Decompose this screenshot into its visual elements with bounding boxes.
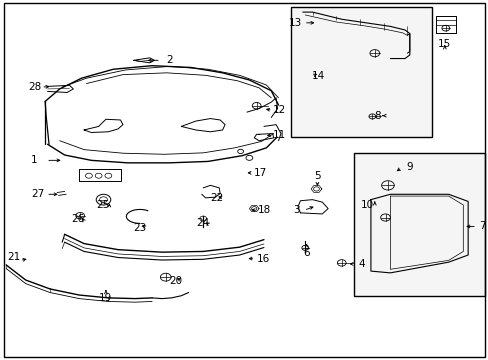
Text: 22: 22 — [210, 193, 223, 203]
Text: 5: 5 — [313, 171, 320, 181]
Text: 7: 7 — [478, 221, 485, 231]
Text: 3: 3 — [293, 205, 299, 215]
Text: 4: 4 — [358, 259, 365, 269]
Text: 8: 8 — [373, 111, 380, 121]
Text: 18: 18 — [257, 205, 270, 215]
Text: 23: 23 — [133, 223, 146, 233]
Text: 16: 16 — [256, 253, 269, 264]
Text: 2: 2 — [165, 55, 172, 65]
Text: 12: 12 — [272, 105, 285, 115]
Bar — [290, 7, 431, 137]
Text: 26: 26 — [71, 214, 84, 224]
Text: 1: 1 — [31, 156, 38, 165]
Text: 19: 19 — [99, 293, 112, 303]
Text: 14: 14 — [311, 71, 325, 81]
Text: 10: 10 — [360, 200, 373, 210]
Text: 20: 20 — [168, 276, 182, 286]
Text: 13: 13 — [288, 18, 302, 28]
Text: 9: 9 — [406, 162, 412, 172]
Text: 24: 24 — [196, 218, 209, 228]
Text: 28: 28 — [28, 82, 41, 92]
Text: 17: 17 — [253, 168, 266, 178]
Polygon shape — [249, 206, 259, 212]
Text: 27: 27 — [31, 189, 44, 199]
Bar — [353, 153, 484, 296]
Text: 11: 11 — [272, 130, 285, 140]
Text: 6: 6 — [303, 248, 309, 258]
Text: 25: 25 — [96, 200, 109, 210]
Text: 15: 15 — [437, 39, 450, 49]
Text: 21: 21 — [7, 252, 20, 262]
Polygon shape — [310, 185, 321, 192]
